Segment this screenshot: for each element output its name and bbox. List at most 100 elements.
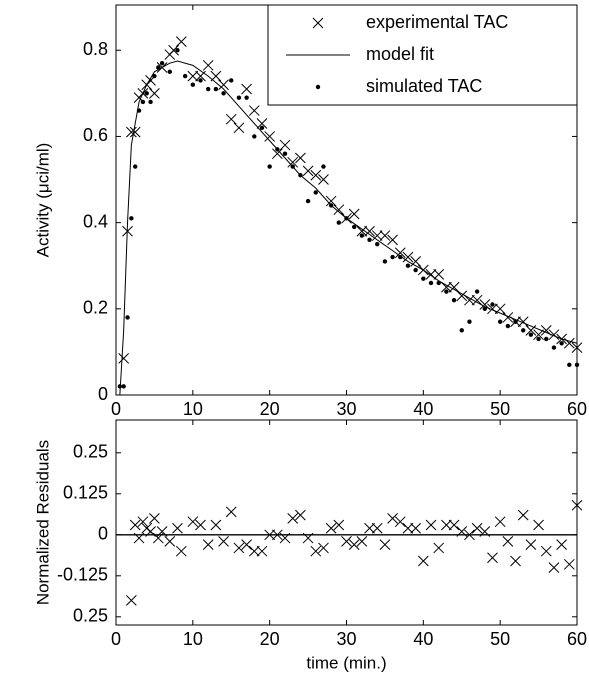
dot-marker xyxy=(398,254,403,260)
dot-marker xyxy=(244,95,249,100)
x-marker xyxy=(318,542,329,554)
dot-marker xyxy=(175,48,180,53)
x-marker xyxy=(145,526,156,537)
plot-area xyxy=(115,419,578,626)
dot-marker xyxy=(474,289,480,294)
x-marker xyxy=(126,595,137,606)
dot-marker xyxy=(129,216,134,221)
y-tick-label: 0.6 xyxy=(83,125,108,145)
x-marker xyxy=(448,519,460,531)
dot-marker xyxy=(182,73,188,79)
x-marker xyxy=(510,555,521,567)
x-marker xyxy=(241,83,252,95)
dot-marker xyxy=(144,91,149,96)
x-marker xyxy=(310,545,322,557)
x-marker xyxy=(441,281,452,293)
dot-marker xyxy=(444,289,449,294)
x-tick-label: 20 xyxy=(260,629,280,649)
y-tick-label: 0.2 xyxy=(83,298,108,318)
dot-marker xyxy=(351,224,357,230)
dot-marker xyxy=(536,336,541,342)
x-marker xyxy=(318,174,329,185)
x-marker xyxy=(129,126,141,138)
x-marker xyxy=(325,522,337,534)
x-marker xyxy=(387,513,398,524)
x-tick-label: 40 xyxy=(413,629,433,649)
x-marker xyxy=(556,539,567,550)
x-marker xyxy=(471,294,483,306)
dot-marker xyxy=(390,254,395,260)
dot-marker xyxy=(451,297,457,303)
dot-marker xyxy=(574,362,580,368)
dot-marker xyxy=(405,263,411,268)
dot-marker xyxy=(428,280,434,286)
dot-marker xyxy=(221,91,226,96)
x-marker xyxy=(302,532,314,544)
dot-marker xyxy=(298,173,303,178)
x-marker xyxy=(364,225,375,237)
x-marker xyxy=(202,59,214,71)
dot-marker xyxy=(125,315,130,320)
x-tick-label: 10 xyxy=(183,399,203,419)
legend-label: experimental TAC xyxy=(366,12,508,32)
x-marker xyxy=(233,122,245,134)
x-marker xyxy=(218,536,229,547)
x-marker xyxy=(175,545,187,557)
dot-marker xyxy=(328,203,334,208)
x-marker xyxy=(172,522,183,534)
x-marker xyxy=(525,539,537,550)
x-marker xyxy=(341,536,352,547)
dot-marker xyxy=(305,198,311,204)
x-marker xyxy=(295,152,306,164)
x-tick-label: 20 xyxy=(260,399,280,419)
x-marker xyxy=(248,105,260,116)
x-tick-label: 40 xyxy=(413,399,433,419)
dot-marker xyxy=(252,134,257,139)
x-marker xyxy=(187,70,199,82)
x-marker xyxy=(310,169,322,181)
x-marker xyxy=(371,522,383,534)
dot-marker xyxy=(521,328,526,333)
dot-marker xyxy=(133,164,138,169)
x-marker xyxy=(433,268,445,280)
x-marker xyxy=(225,113,237,125)
x-marker xyxy=(333,204,345,216)
x-marker xyxy=(287,156,299,168)
dot-marker xyxy=(121,384,126,389)
x-marker xyxy=(202,539,214,550)
x-tick-label: 60 xyxy=(567,399,587,419)
dot-marker xyxy=(459,328,464,333)
x-marker xyxy=(149,513,160,524)
x-marker xyxy=(410,256,422,267)
x-marker xyxy=(571,342,583,353)
y-tick-label: 0.8 xyxy=(83,39,108,59)
x-marker xyxy=(302,165,314,177)
x-marker xyxy=(175,36,187,47)
x-marker xyxy=(356,536,368,547)
x-marker xyxy=(137,516,149,528)
x-marker xyxy=(225,506,237,518)
x-marker xyxy=(433,542,445,554)
x-marker xyxy=(448,281,460,293)
dot-marker xyxy=(359,233,365,238)
dot-marker xyxy=(467,319,472,324)
x-marker xyxy=(129,519,141,531)
dot-marker xyxy=(375,241,380,247)
dot-marker xyxy=(156,65,161,70)
legend-label: simulated TAC xyxy=(366,76,482,96)
dot-marker xyxy=(213,86,219,92)
x-marker xyxy=(387,234,398,246)
x-marker xyxy=(464,294,475,306)
x-marker xyxy=(394,516,406,528)
x-marker xyxy=(210,519,222,531)
y-tick-label: 0.4 xyxy=(83,211,108,231)
x-marker xyxy=(333,519,345,531)
dot-marker xyxy=(413,267,418,273)
x-marker xyxy=(402,251,414,263)
dot-marker xyxy=(190,82,196,87)
x-marker xyxy=(241,539,252,550)
dot-marker xyxy=(290,164,295,169)
x-marker xyxy=(379,539,391,550)
y-tick-label: 0.25 xyxy=(73,442,108,462)
